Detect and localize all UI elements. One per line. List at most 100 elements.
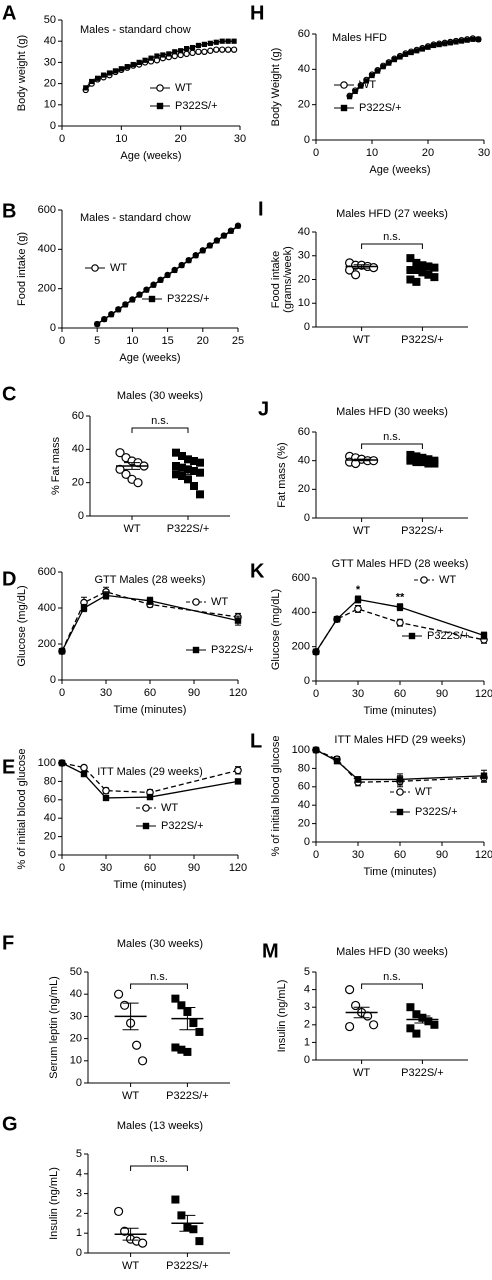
- marker-square: [424, 459, 433, 468]
- marker-square: [112, 68, 118, 74]
- legend-label: WT: [415, 786, 432, 798]
- marker-square: [431, 42, 437, 49]
- marker-square: [375, 68, 381, 74]
- significance-bracket: [130, 983, 188, 989]
- y-tick-label: 80: [44, 775, 56, 787]
- marker-circle: [132, 1040, 142, 1050]
- marker-circle: [201, 48, 208, 56]
- y-tick-label: 40: [44, 35, 56, 47]
- marker-square: [424, 270, 433, 279]
- y-axis-label: Insulin (ng/mL): [48, 1167, 60, 1240]
- x-tick-label: 60: [144, 862, 156, 874]
- marker-circle: [119, 1000, 130, 1010]
- y-tick-label: 0: [50, 849, 56, 861]
- marker-circle: [113, 989, 124, 999]
- marker-square: [95, 75, 101, 81]
- marker-square: [412, 258, 421, 267]
- significance-label: n.s.: [150, 971, 168, 983]
- x-tick-label: P322S/+: [401, 334, 444, 346]
- y-tick-label: 2: [76, 1207, 82, 1219]
- marker-circle: [138, 1238, 148, 1248]
- panel-title: GTT Males HFD (28 weeks): [332, 558, 469, 570]
- panel-title: ITT Males (29 weeks): [97, 766, 203, 778]
- x-tick-label: WT: [353, 334, 370, 346]
- panel-letter: J: [258, 398, 269, 420]
- marker-square: [184, 455, 192, 464]
- marker-square: [150, 282, 157, 288]
- significance-label: n.s.: [383, 431, 401, 443]
- y-axis-label: % of initial blood glucose: [270, 735, 282, 856]
- y-axis-label: Food intake (g): [16, 232, 28, 306]
- marker-square: [136, 59, 142, 65]
- marker-square: [430, 459, 439, 468]
- marker-square: [480, 772, 488, 779]
- marker-square: [102, 592, 110, 599]
- panel-letter: G: [2, 1113, 18, 1135]
- panel-letter: L: [250, 730, 262, 752]
- sem-bar: [179, 1007, 196, 1031]
- x-tick-label: 120: [475, 849, 492, 861]
- marker-square: [234, 778, 242, 785]
- marker-square: [201, 41, 207, 47]
- sem-bar: [353, 1006, 370, 1019]
- x-tick-label: 20: [197, 335, 209, 347]
- marker-square: [178, 472, 186, 480]
- y-tick-label: 0: [304, 675, 310, 687]
- marker-square: [418, 453, 427, 462]
- marker-circle: [351, 1000, 361, 1011]
- x-tick-label: 5: [94, 335, 100, 347]
- marker-square: [424, 1017, 433, 1026]
- panel-letter: F: [2, 932, 14, 954]
- marker-circle: [224, 46, 232, 53]
- sem-bar: [122, 1002, 139, 1031]
- x-tick-label: WT: [353, 525, 370, 537]
- marker-square: [397, 54, 403, 60]
- x-tick-label: 30: [100, 687, 112, 699]
- x-tick-label: P322S/+: [167, 523, 210, 535]
- x-tick-label: 25: [232, 335, 244, 347]
- y-tick-label: 40: [70, 988, 82, 1000]
- legend-marker: [396, 808, 404, 816]
- marker-square: [183, 1047, 192, 1056]
- marker-square: [333, 616, 341, 623]
- legend-label: WT: [211, 596, 228, 608]
- sem-bar: [180, 467, 196, 475]
- y-tick-label: 50: [70, 966, 82, 978]
- marker-square: [146, 793, 154, 801]
- sem-bar: [179, 1214, 196, 1232]
- legend-label: WT: [161, 802, 178, 814]
- marker-circle: [351, 270, 361, 280]
- marker-square: [231, 38, 237, 44]
- x-tick-label: WT: [123, 523, 140, 535]
- y-axis-label: Body Weight (g): [270, 48, 282, 127]
- significance-label: n.s.: [150, 1153, 168, 1165]
- series-line: [61, 762, 239, 794]
- panel-title: Males - standard chow: [80, 212, 191, 224]
- marker-circle: [345, 1021, 355, 1032]
- legend-marker: [340, 104, 348, 112]
- panel-title: Males HFD (30 weeks): [336, 946, 448, 958]
- y-tick-label: 1: [76, 1227, 82, 1239]
- sem-bar: [353, 264, 370, 269]
- marker-square: [172, 448, 180, 457]
- marker-square: [122, 302, 128, 308]
- x-axis-label: Age (weeks): [119, 352, 180, 364]
- legend-label: P322S/+: [359, 102, 402, 114]
- panel-letter: K: [250, 560, 265, 582]
- marker-square: [412, 458, 421, 467]
- y-tick-label: 20: [298, 483, 310, 495]
- x-tick-label: WT: [122, 1090, 139, 1102]
- y-tick-label: 0: [78, 510, 84, 522]
- marker-square: [83, 85, 89, 91]
- marker-square: [396, 603, 404, 611]
- panel-title: Males (30 weeks): [117, 938, 203, 950]
- legend-label: WT: [175, 82, 192, 94]
- x-tick-label: 0: [59, 133, 65, 145]
- sem-bar: [353, 458, 370, 462]
- y-tick-label: 200: [292, 641, 310, 653]
- x-tick-label: P322S/+: [166, 1260, 209, 1272]
- y-axis-label: % of initial blood glucose: [16, 748, 28, 869]
- marker-square: [442, 41, 448, 47]
- y-tick-label: 400: [38, 602, 56, 614]
- marker-square: [102, 794, 110, 802]
